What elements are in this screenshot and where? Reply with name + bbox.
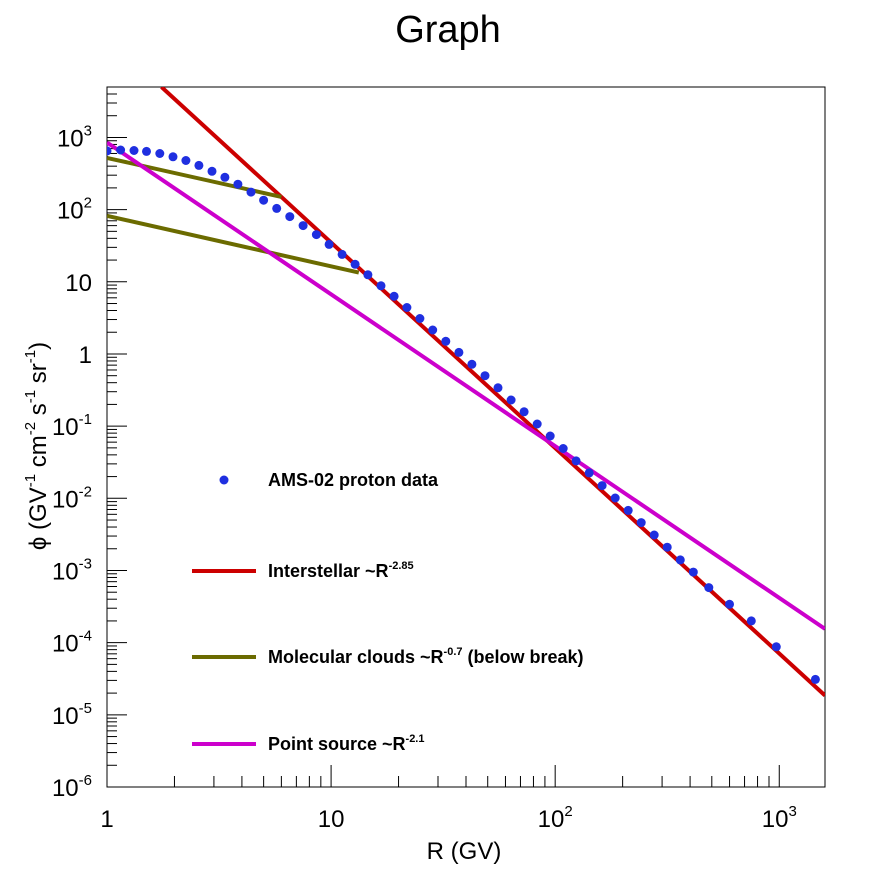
data-point-ams [571, 456, 581, 466]
data-point-ams [623, 505, 633, 515]
data-point-ams [246, 187, 256, 197]
y-tick-label: 1 [79, 342, 92, 369]
data-point-ams [810, 674, 820, 684]
data-point-ams [584, 468, 594, 478]
y-tick-label: 102 [57, 195, 92, 225]
x-tick-label: 10 [318, 806, 345, 833]
data-point-ams [480, 371, 490, 381]
legend: AMS-02 proton data Interstellar ~R-2.85 Mo… [192, 470, 584, 754]
data-point-ams [194, 160, 204, 170]
axis-ticks: 1 10 102 103 10-6 10-5 10-4 10-3 10-2 10-1 1 10 102 1… [52, 86, 797, 833]
data-point-ams [107, 146, 112, 156]
series-line-molecular_lower [107, 213, 360, 275]
data-point-ams [746, 616, 756, 626]
data-point-ams [155, 149, 165, 158]
data-point-ams [285, 212, 295, 222]
data-point-ams [233, 179, 243, 189]
data-point-ams [545, 431, 555, 441]
series-line-interstellar [160, 87, 825, 697]
data-point-ams [272, 203, 282, 213]
x-tick-label: 103 [762, 803, 797, 833]
data-point-ams [389, 291, 399, 301]
series-line-point [107, 140, 825, 631]
legend-item-interstellar: Interstellar ~R-2.85 [192, 560, 414, 581]
data-point-ams [168, 152, 178, 162]
y-tick-label: 10-3 [52, 555, 92, 585]
legend-marker-ams [219, 475, 229, 485]
data-point-ams [376, 281, 386, 291]
legend-label-point: Point source ~R-2.1 [268, 733, 425, 754]
y-tick-label: 10-1 [52, 411, 92, 441]
data-point-ams [311, 230, 321, 240]
legend-label-ams: AMS-02 proton data [268, 470, 439, 490]
chart-title: Graph [395, 9, 501, 51]
data-point-ams [725, 599, 734, 609]
y-tick-label: 10-6 [52, 772, 92, 802]
legend-label-interstellar: Interstellar ~R-2.85 [268, 560, 414, 581]
legend-label-molecular: Molecular clouds ~R-0.7 (below break) [268, 646, 584, 667]
data-point-ams [454, 347, 464, 357]
data-point-ams [506, 395, 516, 405]
series-layer [107, 87, 825, 697]
data-point-ams [337, 249, 347, 259]
data-point-ams [220, 172, 230, 182]
y-tick-label: 10-5 [52, 700, 92, 730]
data-point-ams [116, 145, 126, 155]
data-point-ams [363, 270, 373, 280]
data-point-ams [207, 166, 217, 176]
data-point-ams [688, 567, 698, 577]
data-point-ams [771, 642, 781, 652]
y-axis-label: ϕ (GV-1 cm-2 s-1 sr-1) [22, 342, 52, 550]
data-point-ams [704, 583, 714, 593]
data-point-ams [259, 195, 269, 205]
data-point-ams [649, 530, 659, 540]
data-point-ams [298, 221, 308, 231]
x-tick-label: 102 [538, 803, 573, 833]
data-point-ams [493, 383, 503, 393]
y-tick-label: 10-2 [52, 483, 92, 513]
data-point-ams [467, 359, 477, 369]
data-point-ams [610, 493, 620, 503]
data-point-ams [532, 419, 542, 429]
data-point-ams [662, 542, 672, 552]
data-point-ams [415, 314, 425, 323]
data-point-ams [350, 259, 360, 269]
data-point-ams [129, 146, 139, 155]
data-point-ams [558, 444, 568, 453]
series-group [107, 87, 825, 697]
data-point-ams [675, 555, 685, 565]
data-point-ams [402, 303, 412, 312]
x-tick-label: 1 [100, 806, 113, 833]
x-axis-label: R (GV) [427, 838, 502, 865]
data-point-ams [181, 156, 191, 165]
plot-area-border [106, 86, 826, 788]
legend-item-molecular: Molecular clouds ~R-0.7 (below break) [192, 646, 584, 667]
y-tick-label: 103 [57, 122, 92, 152]
y-tick-label: 10-4 [52, 628, 92, 658]
legend-item-ams: AMS-02 proton data [219, 470, 439, 490]
y-tick-label: 10 [65, 270, 92, 297]
data-point-ams [519, 407, 529, 417]
data-point-ams [597, 481, 607, 491]
data-point-ams [428, 325, 438, 335]
data-point-ams [324, 239, 334, 249]
data-point-ams [636, 518, 646, 528]
legend-item-point: Point source ~R-2.1 [192, 733, 425, 754]
data-point-ams [142, 146, 151, 156]
plot-frame [106, 86, 826, 788]
data-point-ams [441, 336, 451, 346]
